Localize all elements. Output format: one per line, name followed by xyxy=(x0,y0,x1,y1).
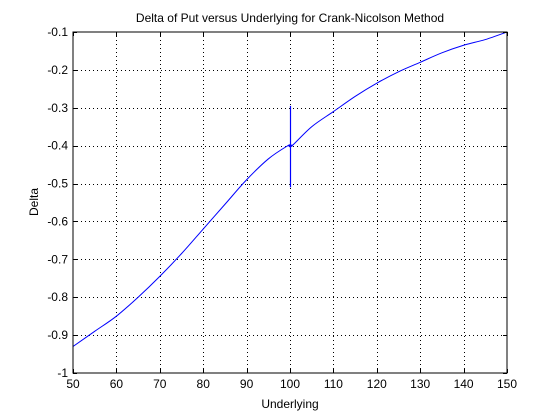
y-tick-label: -0.1 xyxy=(47,25,68,39)
y-tick-label: -0.5 xyxy=(47,177,68,191)
x-tick-label: 80 xyxy=(197,377,211,391)
x-tick-label: 70 xyxy=(153,377,167,391)
x-tick-label: 120 xyxy=(367,377,387,391)
y-axis-label: Delta xyxy=(27,188,41,216)
y-tick-label: -0.7 xyxy=(47,252,68,266)
y-tick-label: -0.3 xyxy=(47,101,68,115)
x-tick-label: 140 xyxy=(454,377,474,391)
x-tick-labels: 50 60 70 80 90 100 110 120 130 140 150 xyxy=(66,377,517,391)
x-tick-label: 150 xyxy=(497,377,517,391)
series-layer xyxy=(72,31,508,347)
y-tick-labels: -1 -0.9 -0.8 -0.7 -0.6 -0.5 -0.4 -0.3 -0.2 -0.1 xyxy=(47,25,68,380)
x-tick-label: 130 xyxy=(410,377,430,391)
y-tick-label: -0.2 xyxy=(47,63,68,77)
y-tick-label: -0.6 xyxy=(47,214,68,228)
y-tick-label: -1 xyxy=(57,366,68,380)
x-tick-label: 90 xyxy=(240,377,254,391)
x-axis-label: Underlying xyxy=(261,397,318,411)
plot-area xyxy=(73,32,507,373)
x-tick-label: 50 xyxy=(66,377,80,391)
tick-marks xyxy=(73,32,508,374)
x-tick-label: 110 xyxy=(324,377,343,391)
y-tick-label: -0.8 xyxy=(47,290,68,304)
y-tick-label: -0.4 xyxy=(47,139,68,153)
x-tick-label: 60 xyxy=(110,377,124,391)
x-tick-label: 100 xyxy=(280,377,300,391)
y-tick-label: -0.9 xyxy=(47,328,68,342)
chart-title: Delta of Put versus Underlying for Crank… xyxy=(136,11,444,25)
